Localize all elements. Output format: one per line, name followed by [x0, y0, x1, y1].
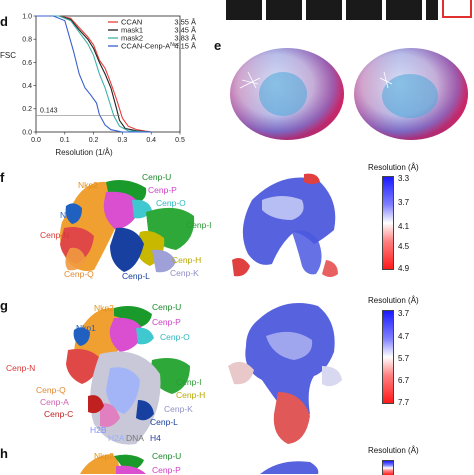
label-nkp2: Nkp2 [94, 451, 114, 461]
label-cenp-u: Cenp-U [152, 302, 182, 312]
fsc-y-tick-label: 0.2 [22, 106, 32, 113]
label-nkp1: Nkp1 [76, 323, 96, 333]
colorbar-tick: 5.7 [398, 354, 410, 363]
label-cenp-c: Cenp-C [44, 409, 74, 419]
class-average-thumb [346, 0, 382, 20]
label-cenp-k: Cenp-K [170, 268, 199, 278]
label-cenp-q: Cenp-Q [36, 385, 66, 395]
colorbar-f [382, 176, 394, 270]
colorbar-g [382, 310, 394, 404]
fsc-series-line [36, 15, 152, 133]
fsc-legend-name: mask2 [121, 34, 143, 43]
label-cenp-h: Cenp-H [176, 390, 206, 400]
fsc-y-tick-label: 0.4 [22, 83, 32, 90]
label-h2a: H2A [108, 433, 125, 443]
colorbar-tick: 4.7 [398, 332, 410, 341]
label-cenp-q: Cenp-Q [64, 269, 94, 279]
fsc-x-tick-label: 0.3 [118, 137, 128, 144]
label-cenp-p: Cenp-P [148, 185, 177, 195]
fsc-legend-name: CCAN [121, 18, 142, 27]
fsc-x-tick-label: 0.1 [60, 137, 70, 144]
label-cenp-a: Cenp-A [40, 397, 69, 407]
colorbar-title-g: Resolution (Å) [368, 296, 419, 305]
label-cenp-p: Cenp-P [152, 317, 181, 327]
colorbar-tick: 6.7 [398, 376, 410, 385]
fsc-y-tick-label: 0.8 [22, 37, 32, 44]
colorbar-tick: 3.3 [398, 174, 410, 183]
fsc-legend-resolution: 3.83 Å [174, 34, 196, 43]
fsc-y-tick-label: 1.0 [22, 13, 32, 20]
label-cenp-n: Cenp-N [40, 230, 70, 240]
fsc-chart: 0.0 0.1 0.2 0.3 0.4 0.5 0.0 0.2 0.4 0.6 0.8 1.0 CCA… [0, 13, 196, 157]
panel-label-h: h [0, 446, 8, 461]
label-cenp-p: Cenp-P [152, 465, 181, 475]
fsc-legend-resolution: 3.45 Å [174, 26, 196, 35]
label-nkp2: Nkp2 [78, 180, 98, 190]
class-average-thumb [426, 0, 438, 20]
label-cenp-n: Cenp-N [6, 363, 36, 373]
fsc-legend-name: CCAN-Cenp-ANuc [121, 42, 180, 51]
panel-label-d: d [0, 14, 8, 29]
label-cenp-o: Cenp-O [156, 198, 186, 208]
fsc-y-tick-label: 0.6 [22, 60, 32, 67]
class-averages-strip [226, 0, 474, 22]
label-nkp1: Nkp1 [60, 210, 80, 220]
directional-fsc-map-right [354, 48, 468, 140]
ccan-nucleosome-structure-g [66, 306, 190, 445]
label-cenp-u: Cenp-U [152, 451, 182, 461]
label-h4: H4 [150, 433, 161, 443]
fsc-threshold-label: 0.143 [40, 107, 58, 114]
directional-fsc-map-left [230, 48, 344, 140]
fsc-legend-resolution: 4.15 Å [174, 42, 196, 51]
fsc-x-tick-label: 0.4 [146, 137, 156, 144]
label-cenp-k: Cenp-K [164, 404, 193, 414]
fsc-series-line [36, 15, 152, 133]
fsc-x-axis-label: Resolution (1/Å) [55, 148, 113, 157]
panel-label-g: g [0, 298, 8, 313]
colorbar-h [382, 460, 394, 475]
fsc-legend-resolution: 3.55 Å [174, 18, 196, 27]
panel-label-f: f [0, 170, 5, 185]
fsc-plot-frame [35, 15, 181, 133]
colorbar-title-f: Resolution (Å) [368, 163, 419, 172]
colorbar-tick: 7.7 [398, 398, 410, 407]
fsc-y-tick-label: 0.0 [22, 129, 32, 136]
local-resolution-map-h-partial [260, 461, 319, 474]
class-average-thumb [266, 0, 302, 20]
colorbar-tick: 4.5 [398, 242, 410, 251]
label-cenp-i: Cenp-I [176, 377, 202, 387]
highlighted-thumb [442, 0, 472, 18]
class-average-thumb [226, 0, 262, 20]
class-average-thumb [306, 0, 342, 20]
colorbar-tick: 3.7 [398, 198, 410, 207]
panel-label-e: e [214, 38, 222, 53]
fsc-series-line [36, 15, 152, 133]
colorbar-tick: 4.9 [398, 264, 410, 273]
label-cenp-i: Cenp-I [186, 220, 212, 230]
fsc-x-tick-label: 0.0 [31, 137, 41, 144]
fsc-y-axis-label: FSC [0, 51, 16, 60]
label-cenp-o: Cenp-O [160, 332, 190, 342]
colorbar-title-h: Resolution (Å) [368, 446, 419, 455]
fsc-legend-name: mask1 [121, 26, 143, 35]
label-dna: DNA [126, 433, 144, 443]
ccan-structure-f [60, 180, 195, 273]
class-average-thumb [386, 0, 422, 20]
label-h2b: H2B [90, 425, 107, 435]
colorbar-tick: 3.7 [398, 309, 410, 318]
fsc-x-tick-label: 0.5 [175, 137, 185, 144]
label-cenp-l: Cenp-L [122, 271, 150, 281]
label-cenp-l: Cenp-L [150, 417, 178, 427]
local-resolution-map-f [232, 173, 338, 277]
ccan-structure-h-partial [80, 454, 146, 474]
colorbar-tick: 4.1 [398, 222, 410, 231]
label-cenp-u: Cenp-U [142, 172, 172, 182]
label-cenp-h: Cenp-H [172, 255, 202, 265]
fsc-x-tick-label: 0.2 [89, 137, 99, 144]
fsc-series-line [36, 15, 152, 133]
local-resolution-map-g [228, 303, 342, 444]
label-nkp2: Nkp2 [94, 303, 114, 313]
